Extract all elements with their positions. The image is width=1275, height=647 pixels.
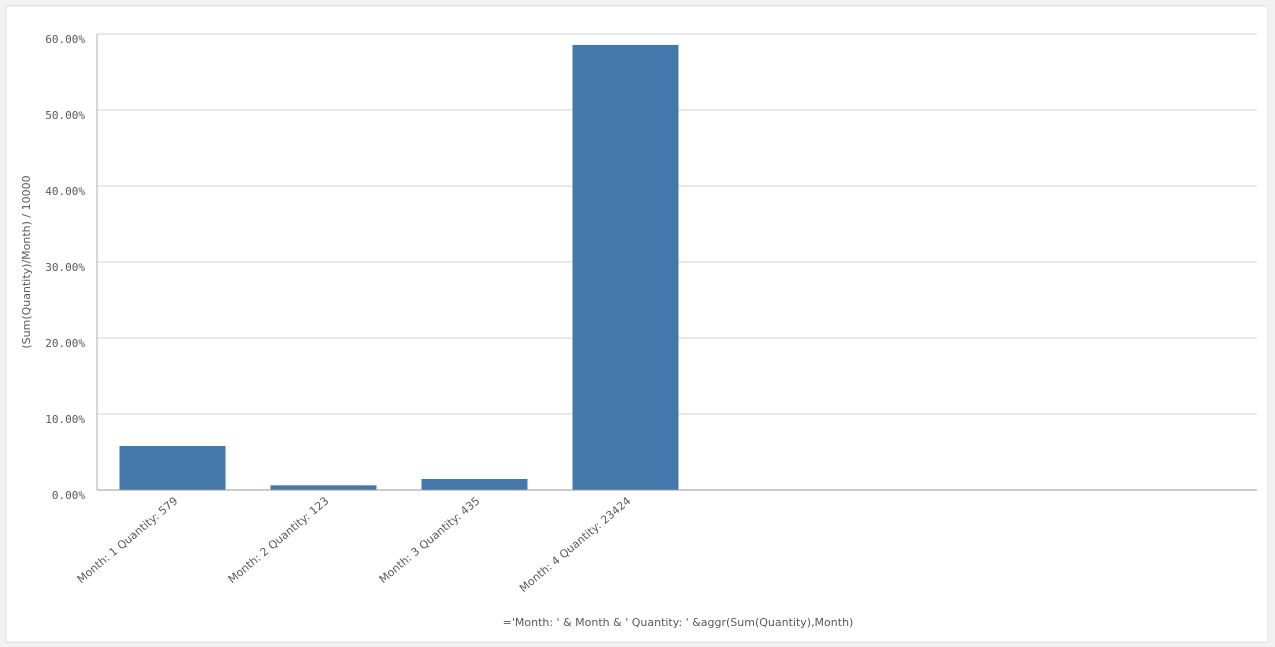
y-tick-label: 60.00% [45, 33, 85, 46]
bar [119, 445, 226, 490]
y-tick-label: 20.00% [45, 337, 85, 350]
y-tick-label: 0.00% [52, 489, 85, 502]
x-axis-title: ='Month: ' & Month & ' Quantity: ' &aggr… [503, 616, 854, 629]
y-tick-label: 10.00% [45, 413, 85, 426]
y-tick-label: 30.00% [45, 261, 85, 274]
y-tick-label: 50.00% [45, 109, 85, 122]
bar [421, 478, 528, 490]
bar [572, 44, 679, 490]
y-axis-title: (Sum(Quantity)/Month) / 10000 [20, 175, 33, 348]
bar [270, 485, 377, 490]
y-tick-label: 40.00% [45, 185, 85, 198]
